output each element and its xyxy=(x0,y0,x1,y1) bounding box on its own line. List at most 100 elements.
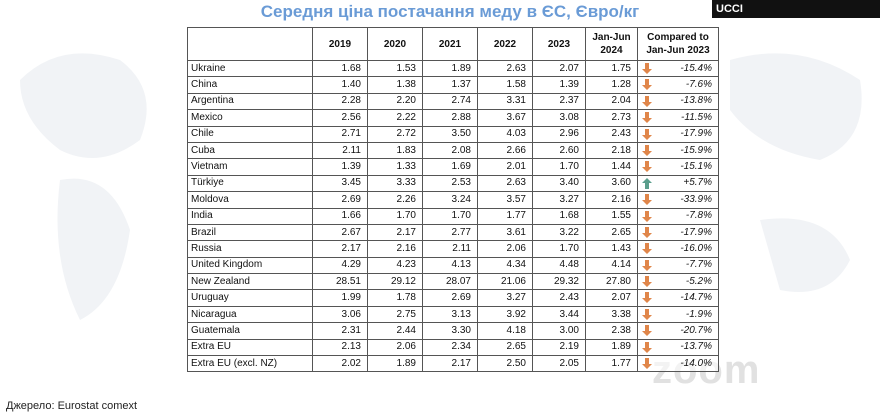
column-header: Jan-Jun 2024 xyxy=(585,27,638,61)
table-row: Cuba 2.11 1.83 2.08 2.66 2.60 2.18 -15.9% xyxy=(187,141,719,160)
price-cell: 4.34 xyxy=(477,256,533,275)
price-cell: 2.04 xyxy=(585,92,638,111)
price-cell: 2.71 xyxy=(312,125,368,143)
price-cell: 1.38 xyxy=(367,76,423,94)
price-cell: 1.43 xyxy=(585,240,638,258)
price-cell: 1.70 xyxy=(532,240,586,258)
table-row: China 1.40 1.38 1.37 1.58 1.39 1.28 -7.6% xyxy=(187,76,719,94)
price-cell: 2.74 xyxy=(422,92,478,111)
price-cell: 3.38 xyxy=(585,305,638,324)
price-cell: 1.37 xyxy=(422,76,478,94)
price-cell: 2.16 xyxy=(585,191,638,209)
country-cell: Türkiye xyxy=(187,174,313,193)
country-cell: Extra EU (excl. NZ) xyxy=(187,355,313,373)
change-cell: -5.2% xyxy=(637,273,719,291)
change-cell: -15.9% xyxy=(637,141,719,160)
arrow-down xyxy=(642,292,652,304)
table-row: India 1.66 1.70 1.70 1.77 1.68 1.55 -7.8% xyxy=(187,207,719,225)
country-cell: Chile xyxy=(187,125,313,143)
price-cell: 29.12 xyxy=(367,273,423,291)
price-cell: 1.70 xyxy=(367,207,423,225)
price-cell: 4.48 xyxy=(532,256,586,275)
change-cell: -20.7% xyxy=(637,322,719,340)
price-cell: 2.60 xyxy=(532,141,586,160)
country-cell: Ukraine xyxy=(187,59,313,78)
column-header: Compared to Jan-Jun 2023 xyxy=(637,27,719,61)
price-cell: 1.68 xyxy=(312,59,368,78)
price-cell: 2.34 xyxy=(422,338,478,357)
column-header: 2021 xyxy=(422,27,478,61)
price-cell: 3.27 xyxy=(532,191,586,209)
country-cell: Mexico xyxy=(187,109,313,127)
price-cell: 2.17 xyxy=(422,355,478,373)
change-cell: -17.9% xyxy=(637,125,719,143)
change-cell: +5.7% xyxy=(637,174,719,193)
change-cell: -14.0% xyxy=(637,355,719,373)
price-cell: 2.08 xyxy=(422,141,478,160)
price-cell: 2.50 xyxy=(477,355,533,373)
table-row: Extra EU (excl. NZ) 2.02 1.89 2.17 2.50 2.05 1… xyxy=(187,355,719,373)
price-cell: 1.69 xyxy=(422,158,478,176)
change-cell: -7.6% xyxy=(637,76,719,94)
country-cell: Brazil xyxy=(187,223,313,242)
title: Середня ціна постачання меду в ЄС, Євро/… xyxy=(260,2,640,21)
arrow-down xyxy=(642,325,652,337)
price-cell: 4.03 xyxy=(477,125,533,143)
price-cell: 1.77 xyxy=(585,355,638,373)
change-cell: -11.5% xyxy=(637,109,719,127)
price-cell: 3.60 xyxy=(585,174,638,193)
price-cell: 3.33 xyxy=(367,174,423,193)
change-cell: -13.7% xyxy=(637,338,719,357)
price-cell: 4.13 xyxy=(422,256,478,275)
country-cell: United Kingdom xyxy=(187,256,313,275)
price-cell: 2.01 xyxy=(477,158,533,176)
change-cell: -7.8% xyxy=(637,207,719,225)
price-table: 2019 2020 2021 2022 2023 Jan-Jun 2024 Compared… xyxy=(187,27,719,373)
price-cell: 21.06 xyxy=(477,273,533,291)
price-cell: 2.38 xyxy=(585,322,638,340)
price-cell: 3.92 xyxy=(477,305,533,324)
price-cell: 1.70 xyxy=(532,158,586,176)
price-cell: 1.39 xyxy=(532,76,586,94)
price-cell: 3.00 xyxy=(532,322,586,340)
price-cell: 4.14 xyxy=(585,256,638,275)
source-note: Джерело: Eurostat comext xyxy=(6,400,138,412)
price-cell: 3.24 xyxy=(422,191,478,209)
price-cell: 2.37 xyxy=(532,92,586,111)
price-cell: 3.40 xyxy=(532,174,586,193)
price-cell: 2.65 xyxy=(585,223,638,242)
price-cell: 3.22 xyxy=(532,223,586,242)
price-cell: 3.44 xyxy=(532,305,586,324)
arrow-up xyxy=(642,177,652,189)
table-row: Nicaragua 3.06 2.75 3.13 3.92 3.44 3.38 -1.9% xyxy=(187,305,719,324)
arrow-down xyxy=(642,194,652,206)
price-cell: 2.16 xyxy=(367,240,423,258)
arrow-down xyxy=(642,112,652,124)
price-cell: 2.02 xyxy=(312,355,368,373)
table-row: Türkiye 3.45 3.33 2.53 2.63 3.40 3.60 +5.7% xyxy=(187,174,719,193)
column-header: 2020 xyxy=(367,27,423,61)
price-cell: 2.75 xyxy=(367,305,423,324)
price-cell: 1.83 xyxy=(367,141,423,160)
price-cell: 1.99 xyxy=(312,289,368,307)
price-cell: 2.13 xyxy=(312,338,368,357)
price-cell: 4.23 xyxy=(367,256,423,275)
price-cell: 3.50 xyxy=(422,125,478,143)
table-row: Moldova 2.69 2.26 3.24 3.57 3.27 2.16 -33.9% xyxy=(187,191,719,209)
price-cell: 1.39 xyxy=(312,158,368,176)
price-cell: 2.66 xyxy=(477,141,533,160)
table-row: Brazil 2.67 2.17 2.77 3.61 3.22 2.65 -17.9% xyxy=(187,223,719,242)
country-cell: Extra EU xyxy=(187,338,313,357)
arrow-down xyxy=(642,243,652,255)
price-cell: 2.26 xyxy=(367,191,423,209)
country-cell: Vietnam xyxy=(187,158,313,176)
table-row: Ukraine 1.68 1.53 1.89 2.63 2.07 1.75 -15.4% xyxy=(187,59,719,78)
column-header: 2022 xyxy=(477,27,533,61)
price-cell: 3.31 xyxy=(477,92,533,111)
table-row: Mexico 2.56 2.22 2.88 3.67 3.08 2.73 -11.5% xyxy=(187,109,719,127)
table-row: Uruguay 1.99 1.78 2.69 3.27 2.43 2.07 -14.7% xyxy=(187,289,719,307)
price-cell: 3.08 xyxy=(532,109,586,127)
country-cell: Uruguay xyxy=(187,289,313,307)
price-cell: 1.44 xyxy=(585,158,638,176)
column-header: 2023 xyxy=(532,27,586,61)
